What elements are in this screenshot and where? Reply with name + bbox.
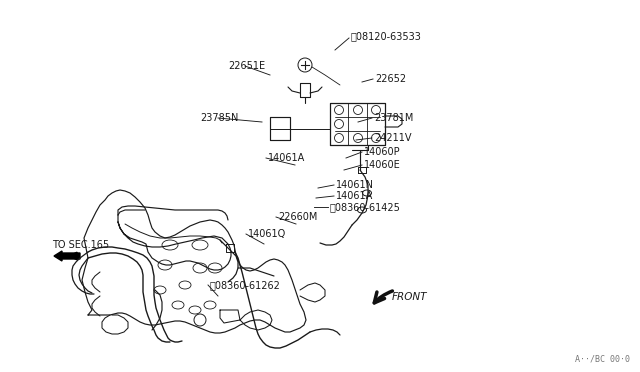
Text: 14061Q: 14061Q [248, 229, 286, 239]
Text: 22660M: 22660M [278, 212, 317, 222]
Text: 23785N: 23785N [200, 113, 238, 123]
Text: 24211V: 24211V [374, 133, 412, 143]
Text: Ⓑ08120-63533: Ⓑ08120-63533 [351, 31, 422, 41]
Text: 22651E: 22651E [228, 61, 265, 71]
Text: 22652: 22652 [375, 74, 406, 84]
Text: A··/BC 00·0: A··/BC 00·0 [575, 355, 630, 364]
Text: 14060P: 14060P [364, 147, 401, 157]
Text: Ⓑ08360-61262: Ⓑ08360-61262 [210, 280, 281, 290]
Text: FRONT: FRONT [392, 292, 428, 302]
Text: 14061A: 14061A [336, 191, 373, 201]
Text: 14060E: 14060E [364, 160, 401, 170]
Text: 14061N: 14061N [336, 180, 374, 190]
Text: 23781M: 23781M [374, 113, 413, 123]
Text: TO SEC.165: TO SEC.165 [52, 240, 109, 250]
FancyArrow shape [54, 251, 80, 261]
Text: Ⓑ08360-61425: Ⓑ08360-61425 [330, 202, 401, 212]
Text: 14061A: 14061A [268, 153, 305, 163]
